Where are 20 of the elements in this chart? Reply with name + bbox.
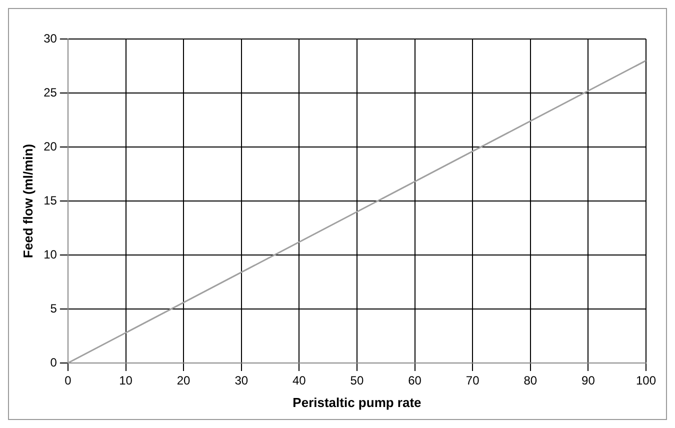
x-tick-label: 80: [524, 374, 538, 388]
y-tick-label: 30: [44, 31, 58, 46]
x-tick-label: 40: [292, 374, 306, 388]
x-tick-label: 20: [176, 374, 191, 388]
x-tick-label: 60: [408, 374, 422, 388]
y-tick-label: 15: [44, 193, 58, 208]
x-tick-label: 90: [582, 374, 596, 388]
x-tick-label: 10: [119, 374, 133, 388]
x-tick-label: 0: [64, 374, 72, 388]
x-tick-label: 30: [234, 374, 248, 388]
y-tick-label: 5: [50, 301, 58, 316]
y-axis-title: Feed flow (ml/min): [20, 144, 36, 258]
x-tick-label: 70: [466, 374, 480, 388]
x-tick-label: 100: [636, 374, 656, 388]
y-tick-label: 25: [44, 85, 58, 100]
y-tick-label: 10: [44, 247, 58, 262]
x-axis-title: Peristaltic pump rate: [292, 394, 422, 410]
y-tick-label: 20: [44, 139, 58, 154]
y-tick-label: 0: [50, 355, 58, 370]
x-tick-label: 50: [350, 374, 364, 388]
